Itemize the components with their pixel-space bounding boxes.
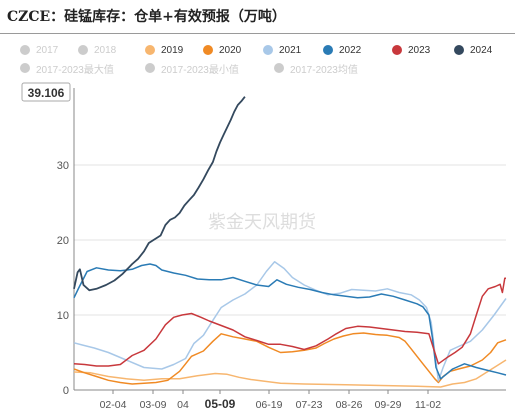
- chart-title: CZCE：硅锰库存：仓单+有效预报（万吨）: [7, 9, 286, 25]
- x-tick-label: 04: [177, 399, 189, 411]
- chart-legend: 2017 2018 2019 2020 2021 2022 2023 2024 2017-202…: [0, 36, 521, 76]
- legend-item-2020[interactable]: 2020: [203, 42, 241, 58]
- series-lines: [73, 96, 507, 388]
- legend-marker: [145, 63, 155, 73]
- legend-label: 2023: [408, 44, 431, 56]
- y-axis: 0 10 20 30: [57, 160, 69, 397]
- legend-marker: [454, 45, 464, 55]
- watermark: 紫金天风期货: [208, 212, 316, 233]
- x-tick-label: 07-23: [296, 399, 323, 411]
- legend-label: 2020: [219, 44, 242, 56]
- y-tick-label: 0: [63, 385, 69, 397]
- legend-item-2017-2023最小值[interactable]: 2017-2023最小值: [145, 60, 239, 76]
- x-axis: 02-04 03-09 04 05-09 06-19 07-23 08-26 09-29 11-…: [100, 390, 441, 411]
- legend-item-2024[interactable]: 2024: [454, 42, 492, 58]
- x-tick-label: 02-04: [100, 399, 127, 411]
- x-tick-label: 05-09: [205, 397, 236, 411]
- x-tick-label: 09-29: [375, 399, 402, 411]
- legend-marker: [145, 45, 155, 55]
- legend-label: 2019: [161, 44, 184, 56]
- legend-marker: [263, 45, 273, 55]
- series-line-2021: [73, 261, 507, 382]
- legend-label: 2022: [339, 44, 362, 56]
- last-value-label: 39.106: [21, 82, 71, 102]
- legend-item-2017[interactable]: 2017: [20, 42, 58, 58]
- series-line-2022: [73, 263, 507, 380]
- legend-item-2017-2023最大值[interactable]: 2017-2023最大值: [20, 60, 114, 76]
- legend-label: 2017-2023均值: [290, 64, 358, 76]
- legend-marker: [20, 63, 30, 73]
- legend-label: 2024: [470, 44, 493, 56]
- legend-item-2023[interactable]: 2023: [392, 42, 430, 58]
- legend-marker: [78, 45, 88, 55]
- legend-item-2017-2023均值[interactable]: 2017-2023均值: [274, 60, 358, 76]
- legend-marker: [20, 45, 30, 55]
- last-value-box: [21, 82, 71, 102]
- legend-label: 2017-2023最大值: [36, 64, 114, 76]
- legend-item-2019[interactable]: 2019: [145, 42, 183, 58]
- last-value-text: 39.106: [28, 86, 65, 100]
- x-tick-label: 08-26: [336, 399, 363, 411]
- series-line-2024: [73, 96, 246, 292]
- y-tick-label: 10: [57, 310, 69, 322]
- legend-label: 2017-2023最小值: [161, 64, 239, 76]
- legend-label: 2021: [279, 44, 302, 56]
- legend-marker: [274, 63, 284, 73]
- legend-label: 2017: [36, 44, 59, 56]
- legend-marker: [203, 45, 213, 55]
- legend-item-2022[interactable]: 2022: [323, 42, 361, 58]
- series-line-2020: [73, 332, 507, 385]
- legend-marker: [323, 45, 333, 55]
- title-divider: [0, 33, 515, 34]
- legend-label: 2018: [94, 44, 117, 56]
- y-tick-label: 30: [57, 160, 69, 172]
- grid-lines: [73, 88, 506, 391]
- legend-item-2018[interactable]: 2018: [78, 42, 116, 58]
- x-tick-label: 11-02: [415, 399, 441, 411]
- x-tick-label: 06-19: [256, 399, 283, 411]
- series-line-2023: [73, 277, 506, 367]
- legend-marker: [392, 45, 402, 55]
- series-line-2019: [73, 359, 507, 388]
- x-tick-label: 03-09: [140, 399, 167, 411]
- legend-item-2021[interactable]: 2021: [263, 42, 301, 58]
- y-tick-label: 20: [57, 235, 69, 247]
